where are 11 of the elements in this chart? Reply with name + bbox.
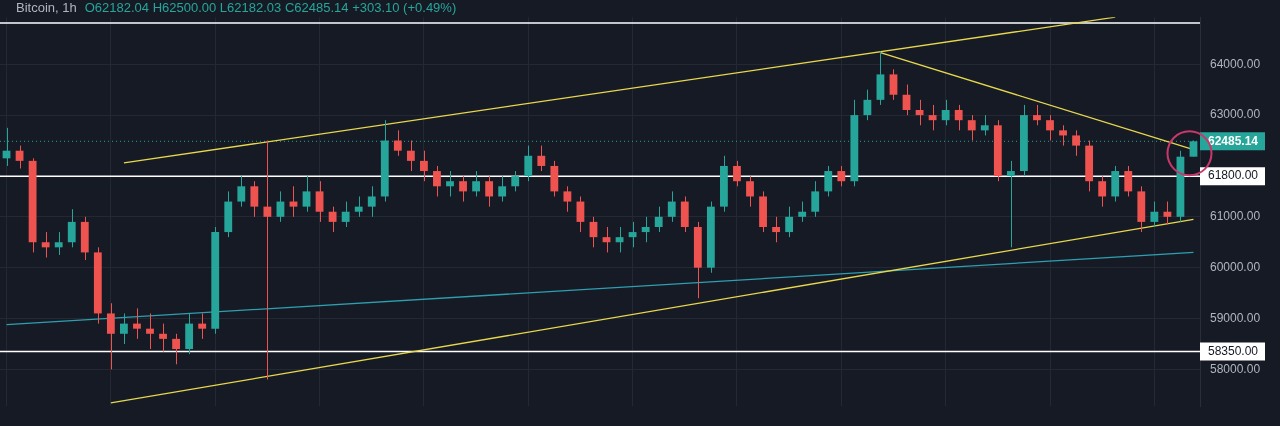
chart-subtitle: O62182.04 H62500.00 L62182.03 C62485.14 +303.10 (+0.49%) — [84, 0, 457, 15]
ref-line-label: 58350.00 — [1207, 343, 1259, 358]
y-tick-label: 63000.00 — [1210, 107, 1261, 122]
y-tick-label: 61000.00 — [1210, 209, 1261, 224]
y-tick-label: 64000.00 — [1210, 56, 1261, 71]
y-tick-label: 59000.00 — [1210, 310, 1261, 325]
ref-line-label: 61800.00 — [1207, 168, 1259, 183]
chart-title: Bitcoin, 1h — [16, 0, 77, 15]
ref-line-label: 62485.14 — [1207, 133, 1259, 148]
y-tick-label: 60000.00 — [1210, 259, 1261, 274]
y-tick-label: 58000.00 — [1210, 361, 1261, 376]
